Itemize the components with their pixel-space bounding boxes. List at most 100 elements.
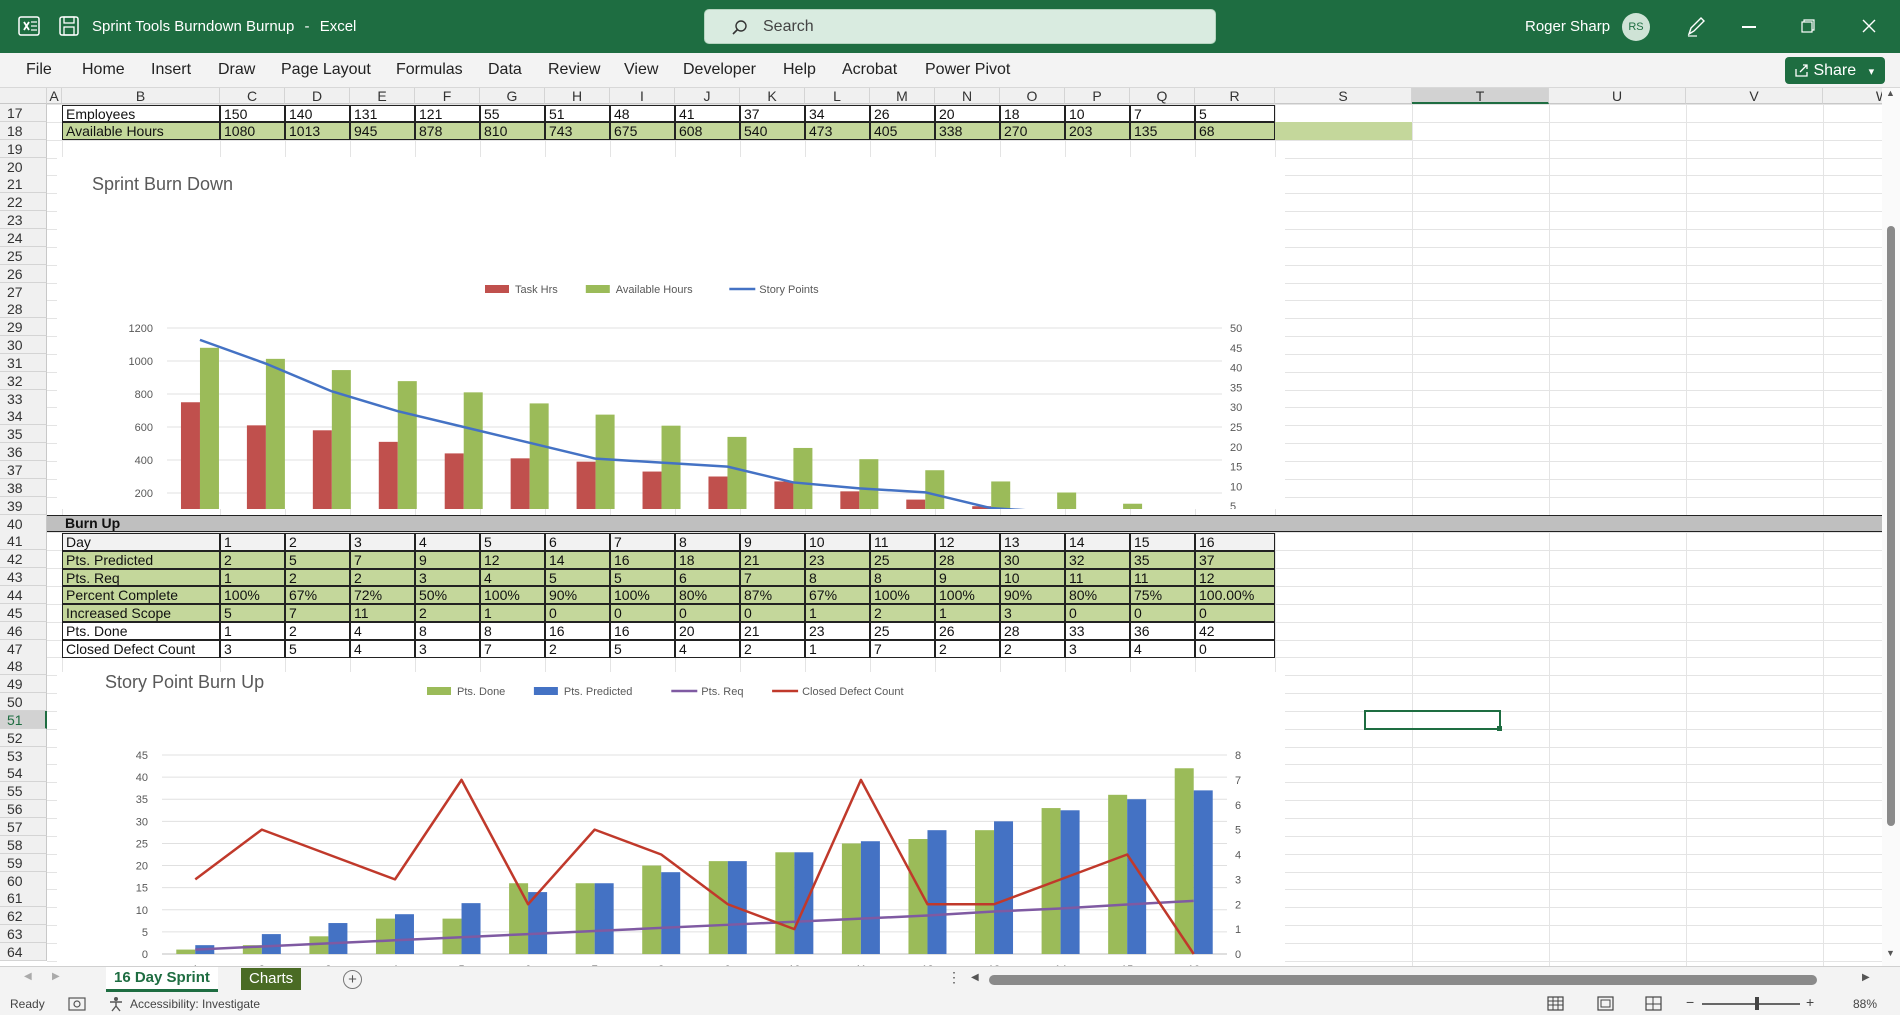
column-header-u[interactable]: U [1549, 88, 1686, 104]
select-all-corner[interactable] [0, 88, 47, 104]
data-cell[interactable]: 26 [870, 104, 935, 123]
data-cell[interactable]: 20 [935, 104, 1000, 123]
column-header-e[interactable]: E [350, 88, 415, 104]
data-cell[interactable]: 13 [1000, 532, 1065, 551]
row-header-21[interactable]: 21 [0, 175, 47, 194]
data-cell[interactable]: 35 [1130, 550, 1195, 569]
row-header-50[interactable]: 50 [0, 693, 47, 712]
data-cell[interactable]: 12 [480, 550, 545, 569]
zoom-in-button[interactable]: + [1806, 994, 1815, 1010]
data-cell[interactable]: 6 [675, 568, 740, 587]
burnup-chart[interactable]: Story Point Burn Up 0 5 10 15 20 25 30 35 40 45 0 1… [57, 672, 1285, 966]
data-cell[interactable]: 80% [675, 586, 740, 605]
data-cell[interactable]: 7 [610, 532, 675, 551]
data-cell[interactable]: 7 [480, 640, 545, 658]
minimize-icon[interactable] [1742, 26, 1756, 28]
menu-power-pivot[interactable]: Power Pivot [925, 61, 1011, 78]
scroll-down-arrow[interactable]: ▼ [1886, 948, 1895, 958]
column-header-r[interactable]: R [1195, 88, 1275, 104]
row-header-30[interactable]: 30 [0, 336, 47, 355]
data-cell[interactable]: 23 [805, 622, 870, 640]
page-break-view-icon[interactable] [1645, 996, 1662, 1011]
row-header-36[interactable]: 36 [0, 443, 47, 462]
data-cell[interactable]: 0 [1130, 604, 1195, 623]
data-cell[interactable]: 18 [675, 550, 740, 569]
data-cell[interactable]: 3 [1000, 604, 1065, 623]
data-cell[interactable]: 100% [220, 586, 285, 605]
data-cell[interactable]: 100.00% [1195, 586, 1275, 605]
data-cell[interactable]: 2 [740, 640, 805, 658]
row-header-45[interactable]: 45 [0, 603, 47, 622]
menu-acrobat[interactable]: Acrobat [842, 61, 898, 78]
data-cell[interactable]: 8 [415, 622, 480, 640]
column-header-i[interactable]: I [610, 88, 675, 104]
data-cell[interactable]: 2 [285, 532, 350, 551]
data-cell[interactable]: 34 [805, 104, 870, 123]
row-header-20[interactable]: 20 [0, 157, 47, 176]
data-cell[interactable]: 2 [350, 568, 415, 587]
data-cell[interactable]: 1 [220, 568, 285, 587]
row-header-40[interactable]: 40 [0, 514, 47, 533]
burnup-section-title[interactable]: Burn Up [65, 515, 121, 532]
data-cell[interactable]: 5 [285, 550, 350, 569]
row-label[interactable]: Employees [62, 104, 220, 123]
data-cell[interactable]: 12 [1195, 568, 1275, 587]
data-cell[interactable]: 5 [545, 568, 610, 587]
data-cell[interactable]: 33 [1065, 622, 1130, 640]
data-cell[interactable]: 5 [285, 640, 350, 658]
data-cell[interactable]: 2 [545, 640, 610, 658]
data-cell[interactable]: 7 [285, 604, 350, 623]
data-cell[interactable]: 945 [350, 122, 415, 141]
column-header-j[interactable]: J [675, 88, 740, 104]
row-header-29[interactable]: 29 [0, 318, 47, 337]
menu-developer[interactable]: Developer [683, 61, 756, 78]
column-header-t[interactable]: T [1412, 88, 1549, 104]
accessibility-icon[interactable] [108, 996, 124, 1012]
row-label[interactable]: Available Hours [62, 122, 220, 141]
data-cell[interactable]: 11 [1130, 568, 1195, 587]
data-cell[interactable]: 8 [805, 568, 870, 587]
data-cell[interactable]: 5 [480, 532, 545, 551]
menu-file[interactable]: File [26, 61, 52, 78]
column-header-b[interactable]: B [62, 88, 220, 104]
data-cell[interactable]: 67% [805, 586, 870, 605]
data-cell[interactable]: 675 [610, 122, 675, 141]
data-cell[interactable]: 2 [415, 604, 480, 623]
data-cell[interactable]: 4 [675, 640, 740, 658]
data-cell[interactable]: 1013 [285, 122, 350, 141]
column-header-n[interactable]: N [935, 88, 1000, 104]
row-header-27[interactable]: 27 [0, 282, 47, 301]
data-cell[interactable]: 3 [415, 568, 480, 587]
data-cell[interactable]: 9 [415, 550, 480, 569]
data-cell[interactable]: 100% [935, 586, 1000, 605]
data-cell[interactable]: 16 [1195, 532, 1275, 551]
data-cell[interactable]: 28 [935, 550, 1000, 569]
pen-icon[interactable] [1685, 14, 1707, 38]
data-cell[interactable]: 7 [1130, 104, 1195, 123]
data-cell[interactable]: 473 [805, 122, 870, 141]
data-cell[interactable]: 0 [740, 604, 805, 623]
data-cell[interactable]: 5 [1195, 104, 1275, 123]
selected-cell[interactable] [1364, 710, 1501, 730]
data-cell[interactable]: 4 [350, 640, 415, 658]
data-cell[interactable]: 2 [285, 622, 350, 640]
data-cell[interactable]: 100% [870, 586, 935, 605]
data-cell[interactable]: 90% [1000, 586, 1065, 605]
row-header-62[interactable]: 62 [0, 907, 47, 926]
accessibility-status[interactable]: Accessibility: Investigate [130, 997, 261, 1011]
data-cell[interactable]: 810 [480, 122, 545, 141]
row-header-35[interactable]: 35 [0, 425, 47, 444]
restore-icon[interactable] [1801, 19, 1815, 33]
data-cell[interactable]: 12 [935, 532, 1000, 551]
menu-page-layout[interactable]: Page Layout [281, 61, 371, 78]
data-cell[interactable]: 878 [415, 122, 480, 141]
row-header-17[interactable]: 17 [0, 104, 47, 122]
row-header-32[interactable]: 32 [0, 371, 47, 390]
data-cell[interactable]: 0 [1065, 604, 1130, 623]
data-cell[interactable]: 0 [1195, 604, 1275, 623]
data-cell[interactable]: 270 [1000, 122, 1065, 141]
row-header-46[interactable]: 46 [0, 621, 47, 640]
data-cell[interactable]: 7 [870, 640, 935, 658]
data-cell[interactable]: 121 [415, 104, 480, 123]
search-box[interactable]: Search [704, 9, 1216, 44]
